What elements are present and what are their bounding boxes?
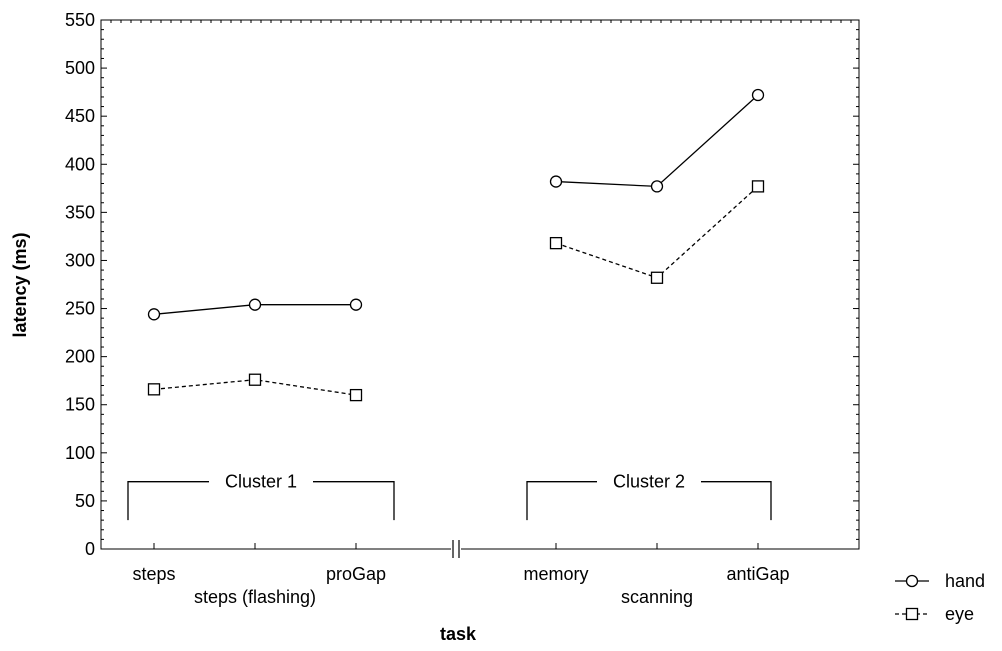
x-tick-label: steps (flashing) (194, 587, 316, 607)
data-point (147, 383, 161, 396)
series-group (147, 88, 765, 402)
data-point (751, 88, 765, 102)
cluster-label: Cluster 1 (225, 472, 297, 492)
y-tick-label: 200 (65, 347, 95, 367)
plot-frame (100, 19, 860, 550)
y-tick-label: 0 (85, 539, 95, 559)
y-tick-label: 450 (65, 106, 95, 126)
x-tick-label: memory (523, 564, 588, 584)
data-point (650, 180, 664, 193)
cluster-bracket: Cluster 1 (127, 472, 395, 521)
data-point (147, 308, 161, 321)
series-line (555, 185, 759, 279)
y-tick-label: 250 (65, 299, 95, 319)
cluster-brackets: Cluster 1 Cluster 2 (127, 472, 772, 521)
y-axis-ticks: 0 50 100 150 200 250 300 350 400 450 500 550 (65, 10, 859, 559)
series-eye (147, 180, 765, 402)
legend-label: hand (945, 571, 985, 591)
x-axis-title: task (440, 624, 477, 644)
x-tick-label: scanning (621, 587, 693, 607)
cluster-bracket-left (127, 481, 209, 521)
legend-marker (905, 607, 919, 621)
data-point (650, 271, 664, 284)
cluster-label: Cluster 2 (613, 472, 685, 492)
cluster-bracket-right (701, 481, 772, 521)
legend-marker (905, 574, 919, 588)
legend-item: hand (895, 571, 985, 591)
axis-break (451, 540, 461, 558)
cluster-bracket-left (526, 481, 597, 521)
x-tick-label: antiGap (726, 564, 789, 584)
cluster-bracket-right (313, 481, 395, 521)
y-tick-label: 550 (65, 10, 95, 30)
data-point (349, 388, 363, 402)
y-tick-label: 500 (65, 58, 95, 78)
x-tick-label: proGap (326, 564, 386, 584)
legend-item: eye (895, 604, 974, 624)
y-tick-label: 300 (65, 250, 95, 270)
y-tick-label: 350 (65, 202, 95, 222)
x-axis-ticks: steps steps (flashing) proGap memory scannin… (110, 20, 852, 607)
data-point (549, 236, 563, 250)
y-tick-label: 150 (65, 395, 95, 415)
data-point (248, 298, 262, 311)
legend-label: eye (945, 604, 974, 624)
y-tick-label: 100 (65, 443, 95, 463)
y-tick-label: 50 (75, 491, 95, 511)
axis-break-gap (451, 540, 461, 558)
y-axis-title: latency (ms) (10, 232, 30, 337)
series-hand (147, 88, 765, 321)
y-tick-label: 400 (65, 154, 95, 174)
cluster-bracket: Cluster 2 (526, 472, 772, 521)
x-tick-label: steps (132, 564, 175, 584)
data-point (549, 175, 563, 188)
legend: hand eye (895, 571, 985, 624)
data-point (248, 373, 262, 386)
series-line (555, 94, 759, 188)
data-point (751, 180, 765, 193)
data-point (349, 298, 363, 311)
